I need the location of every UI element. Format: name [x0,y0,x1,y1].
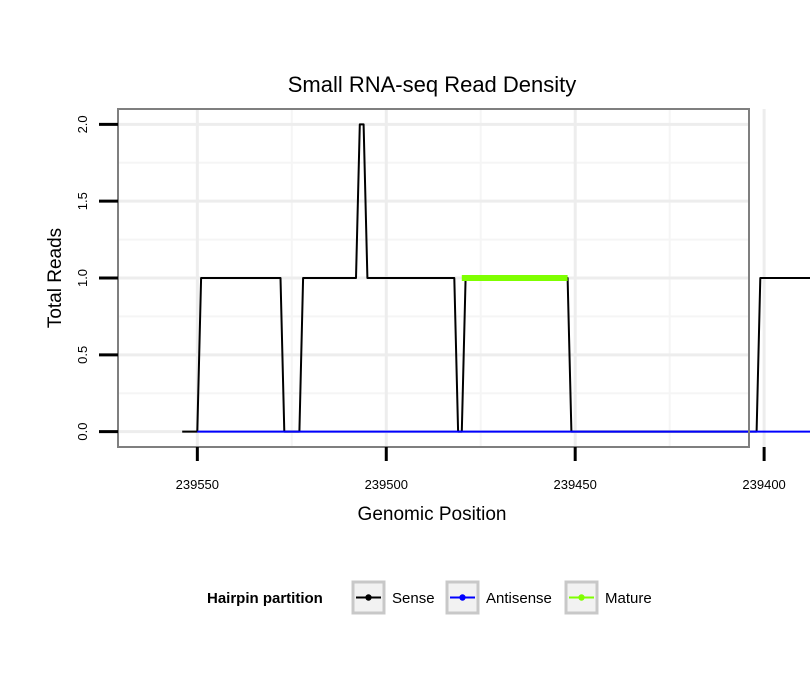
x-tick-label: 239550 [176,477,219,492]
legend-label-antisense: Antisense [486,590,552,607]
x-axis-title: Genomic Position [358,504,507,525]
legend-label-sense: Sense [392,590,435,607]
x-tick-label: 239450 [553,477,596,492]
x-tick-label: 239500 [365,477,408,492]
chart-title: Small RNA-seq Read Density [288,72,577,97]
legend-key-point [365,594,372,601]
y-tick-label: 2.0 [75,115,90,133]
legend-title: Hairpin partition [207,590,323,607]
legend-key-point [578,594,585,601]
series-lines [182,123,810,433]
x-tick-label: 239400 [742,477,785,492]
legend-key-point [459,594,466,601]
y-tick-label: 1.5 [75,192,90,210]
y-tick-label: 0.5 [75,346,90,364]
y-axis-title: Total Reads [45,228,66,328]
legend-label-mature: Mature [605,590,652,607]
y-tick-label: 1.0 [75,269,90,287]
y-tick-label: 0.0 [75,423,90,441]
legend: Hairpin partition Sense Antisense Mature [207,580,652,615]
y-axis: 0.0 0.5 1.0 1.5 2.0 [75,115,118,441]
x-axis: 239550 239500 239450 239400 [176,447,786,492]
